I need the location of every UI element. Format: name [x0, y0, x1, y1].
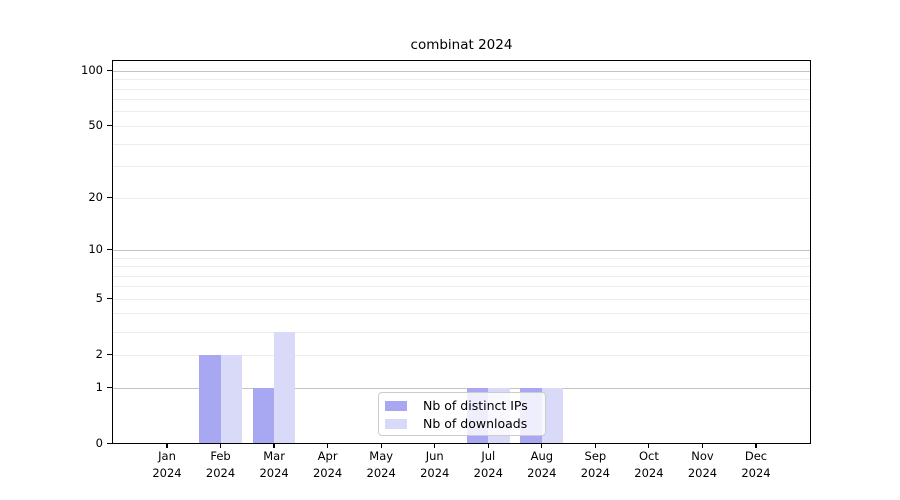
x-tick-label-aug: Aug 2024: [527, 449, 557, 480]
y-tick-label-20: 20: [88, 190, 103, 205]
gridline-y-10: [112, 249, 811, 251]
bar-feb-downloads: [220, 354, 242, 444]
x-tickmark-jun: [434, 443, 436, 448]
x-tickmark-apr: [327, 443, 329, 448]
bar-mar-ips: [252, 387, 275, 444]
y-tickmark-0: [107, 442, 112, 445]
gridline-y-2: [112, 354, 811, 356]
y-tick-label-1: 1: [95, 380, 103, 394]
gridline-y-100: [112, 70, 811, 72]
gridline-y-5: [112, 298, 811, 300]
gridline-y-50: [112, 125, 811, 127]
x-tickmark-nov: [701, 443, 704, 448]
y-tickmark-5: [107, 298, 112, 300]
chart-title: combinat 2024: [410, 37, 513, 53]
y-tickmark-100: [107, 70, 112, 72]
gridline-y-90: [112, 79, 811, 81]
x-tick-label-nov: Nov 2024: [687, 449, 718, 480]
gridline-y-70: [112, 99, 811, 101]
gridline-y-30: [112, 166, 811, 168]
y-tick-label-0: 0: [95, 436, 103, 450]
y-tickmark-50: [107, 125, 112, 127]
gridline-y-7: [112, 275, 811, 277]
gridline-y-1: [112, 387, 811, 389]
gridline-y-60: [112, 111, 811, 113]
x-tickmark-feb: [219, 443, 222, 448]
x-tick-label-jun: Jun 2024: [420, 449, 450, 480]
legend-item-downloads: Nb of downloads: [385, 415, 545, 433]
legend-label-downloads: Nb of downloads: [423, 416, 528, 431]
y-tick-label-100: 100: [81, 63, 103, 78]
gridline-y-80: [112, 88, 811, 90]
x-tick-label-may: May 2024: [366, 449, 396, 480]
x-tickmark-sep: [594, 443, 596, 448]
x-tick-label-oct: Oct 2024: [634, 449, 664, 480]
gridline-y-9: [112, 257, 811, 259]
gridline-y-8: [112, 266, 811, 267]
x-tick-label-feb: Feb 2024: [205, 449, 236, 480]
y-tickmark-2: [107, 354, 112, 356]
x-tick-label-dec: Dec 2024: [741, 449, 771, 480]
x-tickmark-oct: [648, 443, 650, 448]
x-tick-label-jan: Jan 2024: [152, 449, 182, 480]
y-tick-label-2: 2: [95, 347, 103, 362]
legend-item-distinct-ips: Nb of distinct IPs: [385, 397, 545, 415]
y-tick-label-50: 50: [88, 118, 103, 133]
legend: Nb of distinct IPs Nb of downloads: [378, 392, 546, 436]
y-tickmark-10: [107, 249, 112, 251]
bar-mar-downloads: [274, 331, 296, 444]
gridline-y-40: [112, 143, 811, 145]
gridline-y-3: [112, 331, 811, 333]
legend-swatch-distinct-ips: [385, 401, 407, 411]
gridline-y-20: [112, 197, 811, 199]
gridline-y-6: [112, 286, 811, 288]
y-tick-label-5: 5: [95, 291, 103, 306]
gridline-y-4: [112, 313, 811, 315]
legend-label-distinct-ips: Nb of distinct IPs: [423, 398, 528, 413]
y-tickmark-20: [107, 196, 112, 199]
y-tickmark-1: [107, 386, 112, 389]
x-tickmark-aug: [541, 443, 543, 448]
bar-aug-downloads: [541, 387, 564, 444]
x-tickmark-dec: [755, 443, 757, 448]
x-tick-label-sep: Sep 2024: [580, 449, 610, 480]
x-tick-label-apr: Apr 2024: [312, 449, 343, 480]
x-tickmark-mar: [273, 443, 275, 448]
x-tick-label-jul: Jul 2024: [473, 449, 503, 480]
legend-swatch-downloads: [385, 419, 407, 429]
x-tickmark-jul: [487, 443, 489, 448]
x-tickmark-may: [380, 443, 382, 448]
x-tick-label-mar: Mar 2024: [259, 449, 289, 480]
bar-feb-ips: [199, 354, 221, 444]
x-tickmark-jan: [166, 443, 168, 448]
y-tick-label-10: 10: [88, 242, 103, 257]
